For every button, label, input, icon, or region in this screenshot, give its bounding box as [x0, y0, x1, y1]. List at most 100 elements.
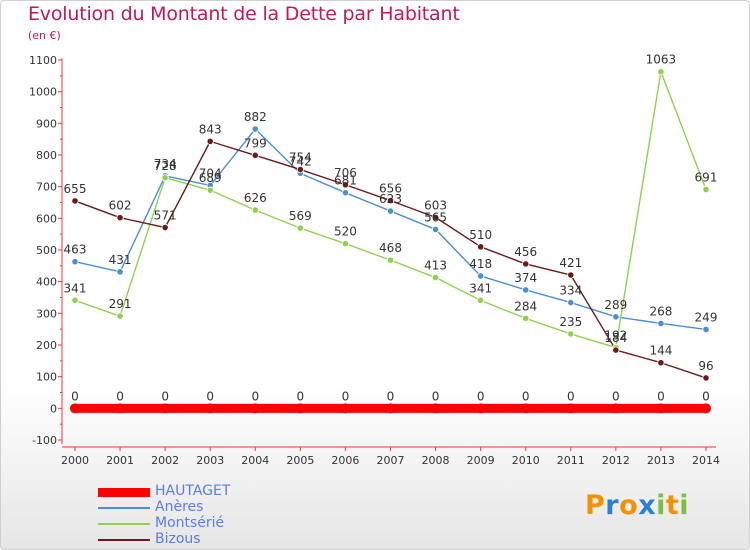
data-label: 1063: [646, 53, 677, 67]
chart-axes: -100010020030040050060070080090010001100…: [29, 54, 720, 467]
x-tick-label: 2002: [151, 454, 179, 467]
data-point: [115, 403, 126, 414]
legend-label: Anères: [155, 499, 204, 515]
y-tick-label: 400: [36, 276, 57, 289]
data-label: 144: [649, 344, 672, 358]
data-point: [251, 151, 259, 159]
chart-title: Evolution du Montant de la Dette par Hab…: [28, 3, 460, 25]
data-label: 0: [116, 389, 124, 403]
data-point: [567, 330, 575, 338]
data-label: 431: [109, 253, 132, 267]
y-tick-label: 900: [36, 117, 57, 130]
data-point: [296, 165, 304, 174]
data-point: [475, 403, 486, 414]
data-point: [522, 314, 530, 322]
data-label: 734: [154, 157, 177, 171]
data-point: [340, 403, 351, 414]
data-point: [431, 225, 440, 234]
data-point: [565, 403, 576, 414]
data-point: [71, 258, 79, 266]
data-label: 623: [379, 192, 402, 206]
data-label: 249: [695, 310, 718, 324]
data-label: 655: [64, 182, 87, 196]
data-point: [431, 273, 440, 282]
data-point: [70, 403, 80, 414]
data-label: 0: [432, 389, 440, 403]
data-point: [567, 298, 575, 307]
data-point: [71, 296, 79, 304]
data-label: 704: [199, 166, 222, 180]
data-point: [612, 313, 620, 321]
data-point: [251, 125, 259, 133]
data-label: 882: [244, 110, 267, 124]
y-tick-label: -100: [32, 434, 57, 447]
data-point: [610, 403, 621, 414]
data-point: [702, 325, 710, 334]
y-tick-label: 500: [36, 244, 57, 257]
data-label: 463: [64, 243, 87, 257]
logo-letter: o: [619, 490, 639, 521]
y-tick-label: 200: [36, 339, 57, 352]
data-label: 0: [342, 389, 350, 403]
x-tick-label: 2007: [377, 454, 405, 467]
proxiti-logo: Proxiti: [585, 490, 689, 521]
data-point: [385, 403, 396, 414]
data-label: 456: [514, 245, 537, 259]
logo-letter: P: [585, 490, 606, 521]
data-point: [251, 206, 259, 214]
y-tick-label: 0: [50, 402, 57, 415]
data-point: [296, 224, 304, 232]
data-label: 0: [567, 389, 575, 403]
data-point: [477, 272, 485, 280]
legend-label: Montsérié: [155, 515, 225, 531]
x-tick-label: 2000: [61, 454, 89, 467]
data-label: 291: [109, 297, 132, 311]
data-label: 626: [244, 191, 267, 205]
data-label: 418: [469, 257, 492, 271]
data-point: [657, 68, 665, 76]
y-tick-label: 800: [36, 149, 57, 162]
data-label: 602: [109, 199, 132, 213]
legend-swatch: [98, 539, 150, 541]
data-label: 569: [289, 209, 312, 223]
x-tick-label: 2011: [557, 454, 585, 467]
data-point: [116, 268, 124, 276]
data-label: 468: [379, 241, 402, 255]
data-label: 0: [71, 389, 79, 403]
legend-swatch: [98, 487, 150, 497]
data-point: [161, 174, 169, 182]
data-label: 268: [649, 304, 672, 318]
data-point: [702, 374, 710, 382]
chart-points: [70, 68, 711, 414]
data-point: [655, 403, 666, 414]
data-point: [295, 403, 306, 414]
data-point: [206, 186, 214, 194]
data-label: 374: [514, 271, 537, 285]
data-point: [160, 403, 171, 414]
data-point: [657, 319, 665, 328]
data-point: [341, 189, 350, 197]
data-point: [522, 286, 530, 294]
data-label: 192: [604, 329, 627, 343]
data-point: [205, 403, 216, 414]
data-point: [386, 256, 395, 264]
data-label: 799: [244, 136, 267, 150]
x-tick-label: 2006: [331, 454, 359, 467]
chart-data-labels: 463 431 734 704 882 742 681 623 565 418 374 334 289 2…: [64, 53, 718, 404]
legend-label: HAUTAGET: [155, 483, 231, 499]
data-point: [341, 240, 350, 248]
data-label: 0: [702, 389, 710, 403]
x-tick-label: 2012: [602, 454, 630, 467]
y-tick-label: 600: [36, 212, 57, 225]
data-label: 681: [334, 174, 357, 188]
data-label: 341: [469, 281, 492, 295]
data-label: 0: [477, 389, 485, 403]
data-point: [341, 181, 350, 189]
data-point: [71, 197, 79, 205]
y-axis-unit: (en €): [28, 29, 61, 42]
data-point: [206, 137, 214, 145]
data-point: [702, 185, 710, 194]
data-point: [520, 403, 531, 414]
x-tick-label: 2008: [422, 454, 450, 467]
